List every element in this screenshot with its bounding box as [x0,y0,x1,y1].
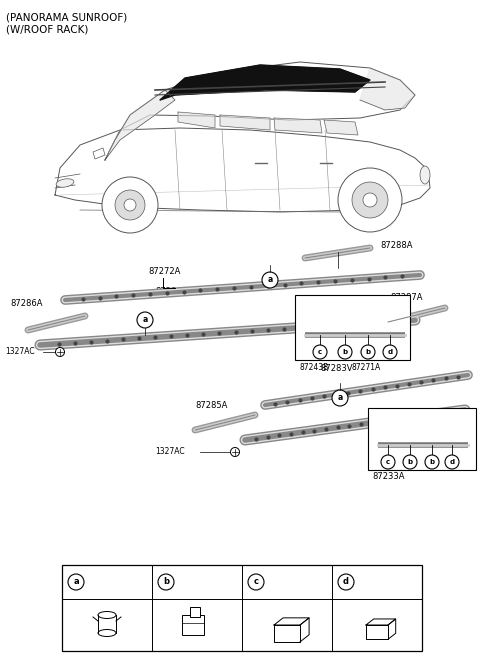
Text: b: b [342,349,348,355]
Text: (PANORAMA SUNROOF): (PANORAMA SUNROOF) [6,12,127,22]
Ellipse shape [420,166,430,184]
Circle shape [338,345,352,359]
Circle shape [124,199,136,211]
Text: d: d [449,459,455,465]
Polygon shape [178,112,215,128]
Bar [295,295,410,360]
Text: 87243B: 87243B [300,363,329,372]
Ellipse shape [56,178,74,187]
Bar [62,565,422,651]
Text: 87293B: 87293B [86,578,119,586]
Text: 87287A: 87287A [390,293,422,302]
Text: c: c [386,459,390,465]
Text: b: b [365,349,371,355]
Circle shape [381,455,395,469]
Text: a: a [267,276,273,284]
Text: (W/ROOF RACK): (W/ROOF RACK) [6,24,88,34]
Circle shape [115,190,145,220]
Circle shape [361,345,375,359]
Text: d: d [343,578,349,586]
Polygon shape [160,65,370,100]
Circle shape [352,182,388,218]
Text: a: a [73,578,79,586]
Polygon shape [105,90,175,160]
Text: c: c [253,578,259,586]
Polygon shape [105,62,415,160]
Text: 87288A: 87288A [380,241,412,249]
Circle shape [137,312,153,328]
Text: 87285A: 87285A [195,401,228,410]
Text: 87235A: 87235A [176,578,208,586]
Text: 87284V: 87284V [155,288,187,297]
Text: 87271A: 87271A [352,363,381,372]
Text: c: c [318,349,322,355]
Circle shape [403,455,417,469]
Polygon shape [274,118,322,133]
Bar [182,615,204,635]
Circle shape [248,574,264,590]
Polygon shape [220,115,270,130]
Polygon shape [93,148,105,159]
Text: 1327AC: 1327AC [5,348,35,356]
Circle shape [425,455,439,469]
Circle shape [158,574,174,590]
Ellipse shape [98,611,116,619]
Bar [368,408,476,470]
Text: a: a [143,315,148,325]
Text: 1327AC: 1327AC [155,447,185,457]
Text: 87283V: 87283V [320,364,352,373]
Circle shape [338,574,354,590]
Circle shape [338,168,402,232]
Circle shape [363,193,377,207]
Circle shape [230,447,240,457]
Circle shape [445,455,459,469]
Circle shape [313,345,327,359]
Circle shape [383,345,397,359]
Polygon shape [324,120,358,135]
Polygon shape [360,68,415,110]
Ellipse shape [98,629,116,637]
Text: b: b [430,459,434,465]
Text: 87286A: 87286A [10,299,43,308]
Text: b: b [163,578,169,586]
Bar [190,607,200,617]
Polygon shape [55,128,430,212]
Text: d: d [387,349,393,355]
Text: 87272A: 87272A [148,268,180,276]
Circle shape [262,272,278,288]
Circle shape [102,177,158,233]
Text: 87269: 87269 [266,578,293,586]
Text: 87316B: 87316B [356,578,389,586]
Text: b: b [408,459,413,465]
Circle shape [332,390,348,406]
Text: a: a [337,393,343,403]
Circle shape [68,574,84,590]
Text: 87233A: 87233A [372,472,405,481]
Circle shape [56,348,64,356]
